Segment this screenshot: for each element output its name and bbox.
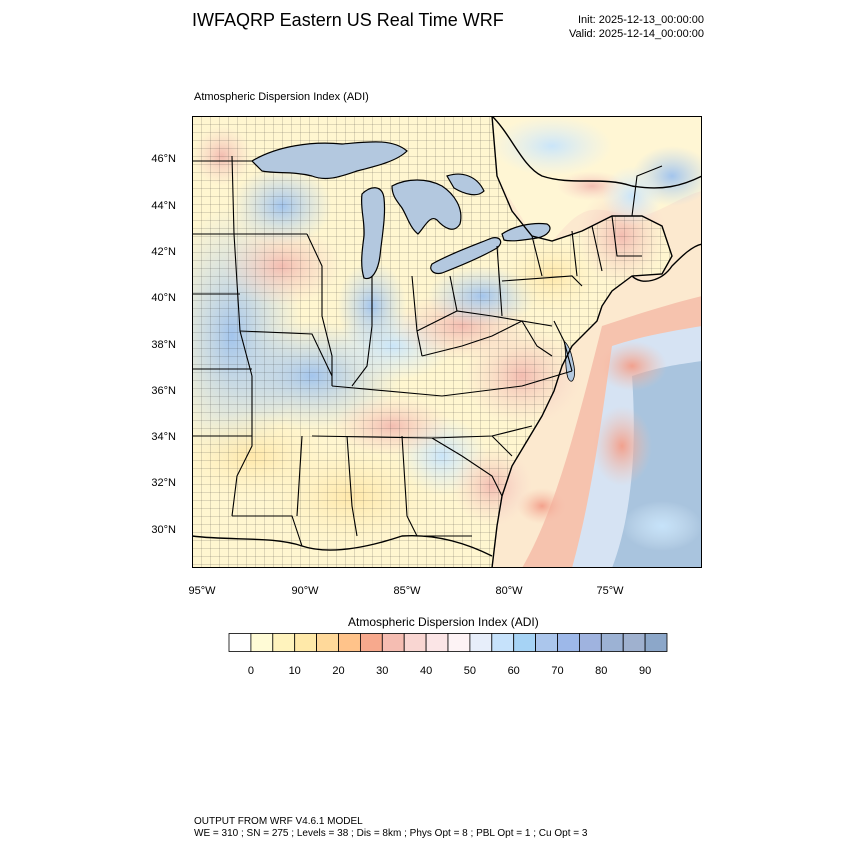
colorbar-tick-label: 90 bbox=[639, 665, 651, 677]
colorbar-swatch bbox=[469, 633, 493, 652]
longitude-tick-label: 90°W bbox=[291, 585, 319, 597]
colorbar-tick-label: 40 bbox=[420, 665, 432, 677]
adi-map bbox=[192, 116, 702, 568]
longitude-tick-label: 75°W bbox=[596, 585, 624, 597]
colorbar-tick-label: 50 bbox=[464, 665, 476, 677]
colorbar-swatch bbox=[316, 633, 339, 652]
map-border bbox=[192, 116, 702, 568]
latitude-tick-label: 30°N bbox=[151, 524, 176, 536]
init-time-label: Init: 2025-12-13_00:00:00 bbox=[578, 14, 704, 26]
colorbar-tick-label: 0 bbox=[248, 665, 254, 677]
latitude-tick-label: 38°N bbox=[151, 339, 176, 351]
lake-superior bbox=[251, 141, 408, 180]
latitude-tick-label: 32°N bbox=[151, 477, 176, 489]
colorbar-tick-label: 10 bbox=[289, 665, 301, 677]
latitude-tick-label: 42°N bbox=[151, 246, 176, 258]
latitude-tick-label: 46°N bbox=[151, 153, 176, 165]
colorbar-swatch bbox=[294, 633, 317, 652]
colorbar-swatch bbox=[491, 633, 515, 652]
longitude-tick-label: 85°W bbox=[393, 585, 421, 597]
colorbar-tick-label: 80 bbox=[595, 665, 607, 677]
colorbar: 0102030405060708090100 bbox=[228, 633, 668, 677]
valid-time-label: Valid: 2025-12-14_00:00:00 bbox=[569, 28, 704, 40]
colorbar-swatch bbox=[381, 633, 405, 652]
footer-model-line: OUTPUT FROM WRF V4.6.1 MODEL bbox=[194, 816, 363, 827]
lake-ontario bbox=[501, 222, 551, 242]
colorbar-tick-label: 30 bbox=[376, 665, 388, 677]
longitude-tick-label: 95°W bbox=[188, 585, 216, 597]
colorbar-swatch bbox=[600, 633, 624, 652]
legend-title: Atmospheric Dispersion Index (ADI) bbox=[348, 615, 539, 629]
colorbar-swatch bbox=[622, 633, 646, 652]
lake-huron bbox=[391, 179, 462, 235]
colorbar-swatch bbox=[535, 633, 558, 652]
colorbar-tick-label: 60 bbox=[508, 665, 520, 677]
latitude-tick-label: 44°N bbox=[151, 200, 176, 212]
latitude-tick-label: 36°N bbox=[151, 385, 176, 397]
colorbar-tick-label: 20 bbox=[332, 665, 344, 677]
longitude-tick-label: 80°W bbox=[495, 585, 523, 597]
great-lakes bbox=[251, 141, 551, 280]
colorbar-swatch bbox=[425, 633, 449, 652]
county-boundaries bbox=[192, 116, 672, 568]
footer-options-line: WE = 310 ; SN = 275 ; Levels = 38 ; Dis … bbox=[194, 828, 588, 839]
coastlines bbox=[192, 116, 702, 568]
colorbar-swatch bbox=[447, 633, 471, 652]
colorbar-swatch bbox=[513, 633, 537, 652]
lake-michigan bbox=[360, 187, 386, 280]
colorbar-swatch bbox=[359, 633, 383, 652]
colorbar-swatch bbox=[557, 633, 580, 652]
state-boundaries bbox=[192, 155, 663, 547]
colorbar-swatch bbox=[403, 633, 427, 652]
colorbar-tick-label: 70 bbox=[551, 665, 563, 677]
latitude-tick-label: 40°N bbox=[151, 292, 176, 304]
colorbar-swatch bbox=[578, 633, 602, 652]
latitude-tick-label: 34°N bbox=[151, 431, 176, 443]
colorbar-swatch bbox=[644, 633, 668, 652]
colorbar-swatch bbox=[250, 633, 274, 652]
page-title: IWFAQRP Eastern US Real Time WRF bbox=[192, 10, 504, 30]
colorbar-swatch bbox=[272, 633, 296, 652]
colorbar-swatch bbox=[338, 633, 361, 652]
map-subtitle: Atmospheric Dispersion Index (ADI) bbox=[194, 91, 369, 103]
colorbar-swatch bbox=[228, 633, 252, 652]
georgian-bay bbox=[446, 173, 485, 196]
